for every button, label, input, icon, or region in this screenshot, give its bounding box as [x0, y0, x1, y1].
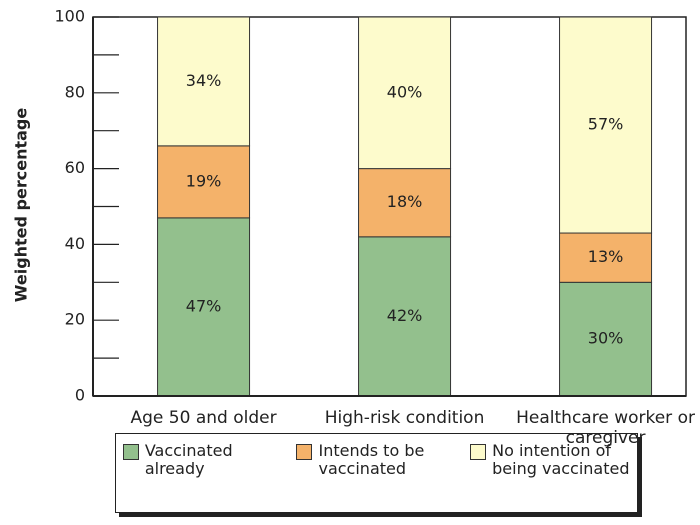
data-label: 40% [387, 82, 423, 101]
legend-label: No intention of being vaccinated [492, 441, 630, 478]
legend-swatch [296, 444, 313, 460]
bar-segment [559, 16, 653, 234]
legend-label: Intends to be vaccinated [318, 441, 425, 478]
legend-label: Vaccinated already [144, 441, 233, 478]
data-label: 30% [588, 329, 624, 348]
bar-segment [358, 16, 452, 170]
data-label: 19% [186, 171, 222, 190]
bar-segment [157, 145, 251, 219]
legend-swatch [470, 444, 487, 460]
x-tick-label: Healthcare worker or caregiver [516, 408, 695, 448]
y-tick-label: 80 [65, 82, 85, 101]
legend-item: Vaccinated already [122, 441, 283, 512]
data-label: 57% [588, 115, 624, 134]
legend: Vaccinated already Intends to be vaccinat… [115, 433, 638, 513]
y-tick-label: 100 [54, 7, 85, 26]
legend-item: No intention of being vaccinated [470, 442, 630, 512]
y-tick-label: 20 [65, 310, 85, 329]
legend-swatch [122, 444, 139, 460]
y-tick-label: 40 [65, 234, 85, 253]
bar-segment [559, 281, 653, 397]
x-tick-label: High-risk condition [324, 408, 485, 428]
bar-segment [157, 16, 251, 147]
legend-item: Intends to be vaccinated [296, 442, 456, 512]
data-label: 42% [387, 306, 423, 325]
bar-segment [157, 217, 251, 397]
y-tick-label: 0 [75, 386, 85, 405]
y-tick-label: 60 [65, 158, 85, 177]
y-axis-label: Weighted percentage [12, 108, 31, 303]
data-label: 18% [387, 192, 423, 211]
data-label: 47% [186, 296, 222, 315]
data-label: 13% [588, 247, 624, 266]
x-tick-label: Age 50 and older [130, 408, 277, 428]
data-label: 34% [186, 71, 222, 90]
bar-segment [559, 232, 653, 283]
